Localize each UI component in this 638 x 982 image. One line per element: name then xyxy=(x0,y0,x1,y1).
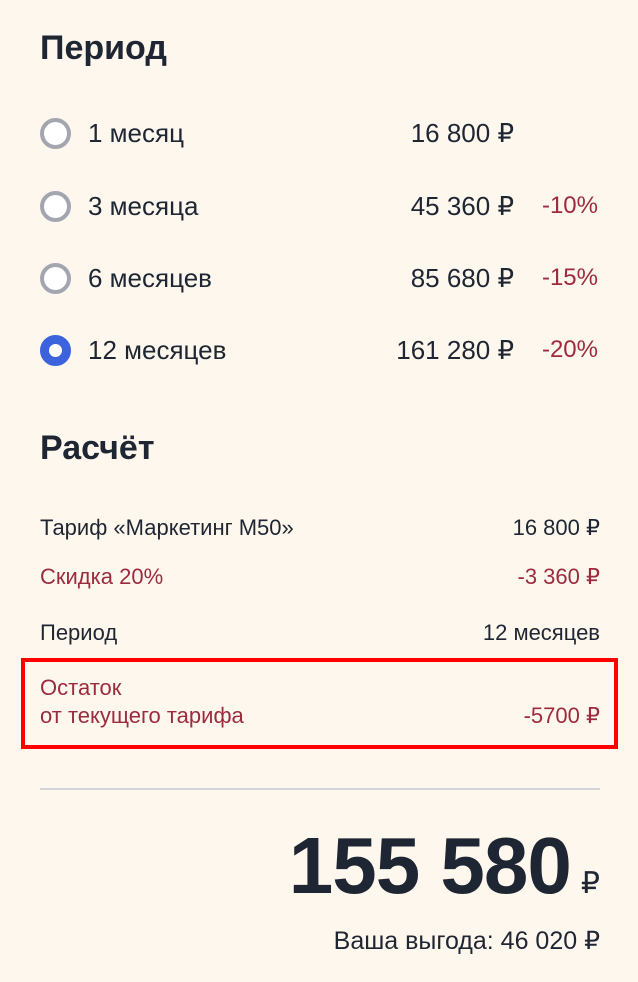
radio-12-months-selected[interactable] xyxy=(40,335,71,366)
option-discount: -20% xyxy=(541,336,598,363)
discount-row: Скидка 20% -3 360 ₽ xyxy=(40,563,600,591)
radio-3-months[interactable] xyxy=(40,191,71,222)
option-price: 85 680 ₽ xyxy=(410,263,514,293)
total-currency: ₽ xyxy=(580,867,600,900)
option-label: 3 месяца xyxy=(88,191,199,221)
remainder-value: -5700 ₽ xyxy=(523,703,600,728)
option-label: 12 месяцев xyxy=(88,335,227,365)
calc-title: Расчёт xyxy=(40,429,155,467)
option-price: 161 280 ₽ xyxy=(396,335,514,365)
option-price: 45 360 ₽ xyxy=(410,191,514,221)
tariff-value: 16 800 ₽ xyxy=(512,515,600,540)
discount-label: Скидка 20% xyxy=(40,564,164,589)
highlight-box xyxy=(21,658,618,749)
period-value: 12 месяцев xyxy=(482,620,600,645)
option-discount: -10% xyxy=(541,192,598,219)
benefit-text: Ваша выгода: 46 020 ₽ xyxy=(333,927,600,955)
option-label: 1 месяц xyxy=(88,118,184,148)
total-amount: 155 580 ₽ xyxy=(289,820,600,912)
remainder-row: Остаток от текущего тарифа -5700 ₽ xyxy=(40,674,600,730)
remainder-label-line-1: Остаток xyxy=(40,675,122,700)
period-row: Период 12 месяцев xyxy=(40,619,600,647)
option-label: 6 месяцев xyxy=(88,263,212,293)
radio-1-month[interactable] xyxy=(40,118,71,149)
tariff-label: Тариф «Маркетинг М50» xyxy=(40,515,294,540)
total-number: 155 580 xyxy=(288,821,572,910)
remainder-label: Остаток от текущего тарифа xyxy=(40,674,244,730)
option-discount: -15% xyxy=(541,264,598,291)
period-label: Период xyxy=(40,620,118,645)
tariff-row: Тариф «Маркетинг М50» 16 800 ₽ xyxy=(40,514,600,542)
radio-6-months[interactable] xyxy=(40,263,71,294)
remainder-label-line-2: от текущего тарифа xyxy=(40,703,244,728)
option-price: 16 800 ₽ xyxy=(410,118,514,148)
divider xyxy=(40,788,600,790)
period-title: Период xyxy=(40,29,167,67)
discount-value: -3 360 ₽ xyxy=(517,564,601,589)
